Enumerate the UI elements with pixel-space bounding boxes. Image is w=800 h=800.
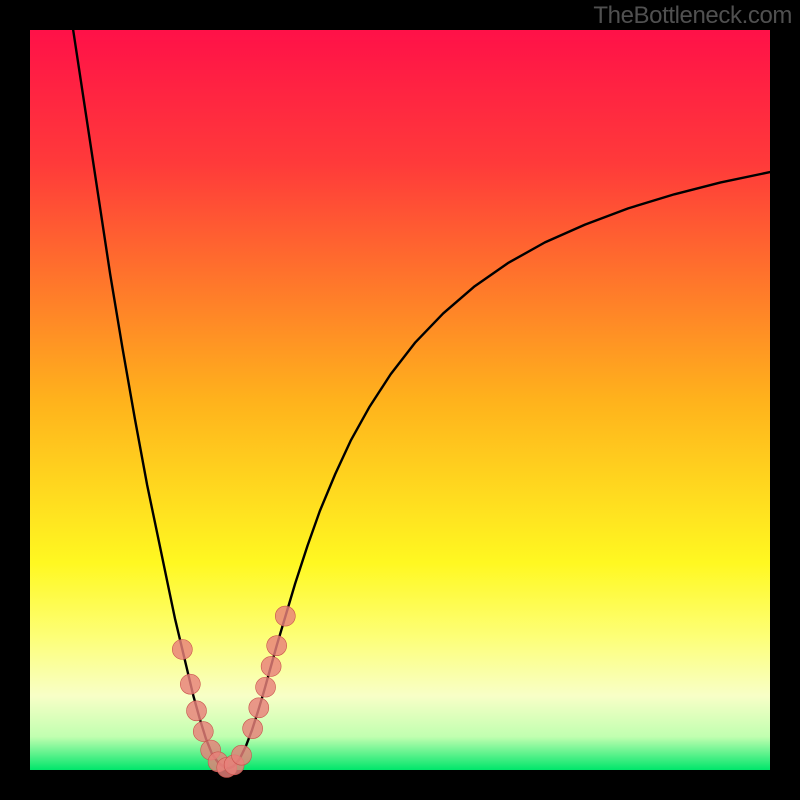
marker-point (193, 722, 213, 742)
marker-point (180, 674, 200, 694)
marker-point (232, 745, 252, 765)
marker-point (172, 639, 192, 659)
chart-container: TheBottleneck.com (0, 0, 800, 800)
bottleneck-chart (0, 0, 800, 800)
watermark-text: TheBottleneck.com (593, 2, 792, 30)
gradient-plot-area (30, 30, 770, 770)
marker-point (187, 701, 207, 721)
marker-point (243, 719, 263, 739)
marker-point (261, 656, 281, 676)
marker-point (275, 606, 295, 626)
marker-point (256, 677, 276, 697)
marker-point (267, 636, 287, 656)
marker-point (249, 698, 269, 718)
